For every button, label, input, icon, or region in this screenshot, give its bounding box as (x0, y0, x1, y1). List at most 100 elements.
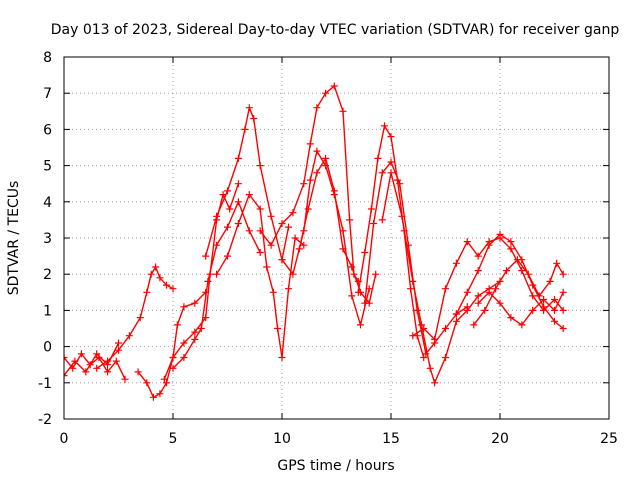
data-point (524, 270, 532, 278)
x-tick-label: 10 (273, 431, 291, 447)
data-point (224, 223, 231, 231)
data-point (540, 296, 548, 303)
chart-title: Day 013 of 2023, Sidereal Day-to-day VTE… (51, 22, 620, 38)
data-point (245, 227, 253, 235)
data-point (507, 238, 515, 246)
data-point (241, 125, 249, 133)
data-point (463, 306, 471, 314)
data-point (431, 335, 439, 343)
data-point (559, 306, 567, 314)
data-point (378, 216, 386, 224)
data-point (463, 288, 471, 296)
x-tick-label: 0 (60, 431, 69, 447)
data-point (339, 245, 347, 253)
data-point (463, 238, 471, 246)
y-tick-label: 2 (43, 267, 52, 283)
data-point (507, 245, 515, 253)
data-point (285, 223, 292, 231)
data-point (420, 325, 428, 332)
data-point (372, 270, 380, 278)
data-point (370, 220, 378, 227)
y-tick-label: 6 (43, 122, 52, 138)
series-arc-8 (213, 191, 308, 361)
data-point (256, 227, 264, 235)
data-point (180, 339, 188, 347)
data-point (535, 292, 543, 300)
data-point (274, 325, 282, 332)
y-tick-label: 1 (43, 303, 52, 319)
series-line (473, 258, 564, 326)
data-point (278, 256, 286, 264)
data-layer (64, 82, 567, 401)
data-point (191, 335, 199, 343)
data-point (125, 332, 133, 340)
data-point (267, 212, 275, 220)
data-point (322, 154, 330, 162)
series-arc-2 (64, 339, 122, 380)
x-tick-label: 25 (600, 431, 618, 447)
series-arc-4 (134, 288, 210, 401)
data-point (507, 314, 515, 322)
data-point (559, 325, 567, 332)
data-point (115, 346, 122, 354)
data-point (180, 303, 188, 311)
y-tick-label: 8 (43, 50, 52, 66)
data-point (452, 310, 460, 318)
data-point (492, 285, 500, 293)
data-point (202, 252, 210, 260)
series-arc-14 (378, 169, 504, 387)
data-point (431, 379, 439, 387)
data-point (529, 292, 537, 300)
data-point (156, 390, 164, 398)
series-line (64, 352, 126, 380)
data-point (224, 187, 231, 195)
data-point (413, 306, 421, 314)
data-point (398, 212, 406, 220)
data-point (409, 277, 417, 285)
data-point (143, 288, 151, 296)
data-point (361, 249, 369, 256)
data-point (224, 252, 231, 260)
data-point (267, 241, 275, 249)
axis-ticks: 0 5 10 15 20 25 -2 -1 0 1 2 3 4 5 6 7 8 (38, 50, 618, 447)
data-point (285, 285, 292, 293)
data-point (269, 288, 277, 296)
data-point (64, 372, 68, 380)
data-point (82, 368, 90, 376)
data-point (346, 216, 354, 224)
x-tick-label: 20 (491, 431, 509, 447)
y-tick-label: 0 (43, 340, 52, 356)
data-point (348, 263, 356, 271)
data-point (422, 350, 430, 358)
data-point (163, 281, 170, 289)
series-arc-3 (93, 263, 177, 372)
data-point (442, 354, 449, 361)
data-point (163, 379, 170, 387)
data-point (289, 209, 297, 217)
series-line (96, 265, 174, 369)
series-arc-9 (256, 82, 362, 285)
data-point (173, 321, 181, 329)
data-point (191, 328, 199, 336)
data-point (378, 169, 386, 177)
data-point (197, 325, 205, 332)
data-point (64, 354, 68, 361)
series-arc-7 (202, 104, 292, 264)
data-point (115, 339, 122, 347)
data-point (245, 191, 253, 199)
y-tick-label: 4 (43, 195, 52, 211)
data-point (513, 256, 521, 264)
data-point (234, 154, 242, 162)
data-point (169, 364, 177, 372)
data-point (559, 288, 567, 296)
data-point (330, 187, 338, 195)
data-point (474, 299, 482, 307)
data-point (474, 252, 482, 260)
data-point (213, 212, 221, 220)
series-arc-6 (169, 198, 264, 372)
data-point (313, 104, 321, 112)
data-point (322, 89, 330, 97)
data-point (71, 357, 79, 365)
data-point (289, 270, 297, 278)
